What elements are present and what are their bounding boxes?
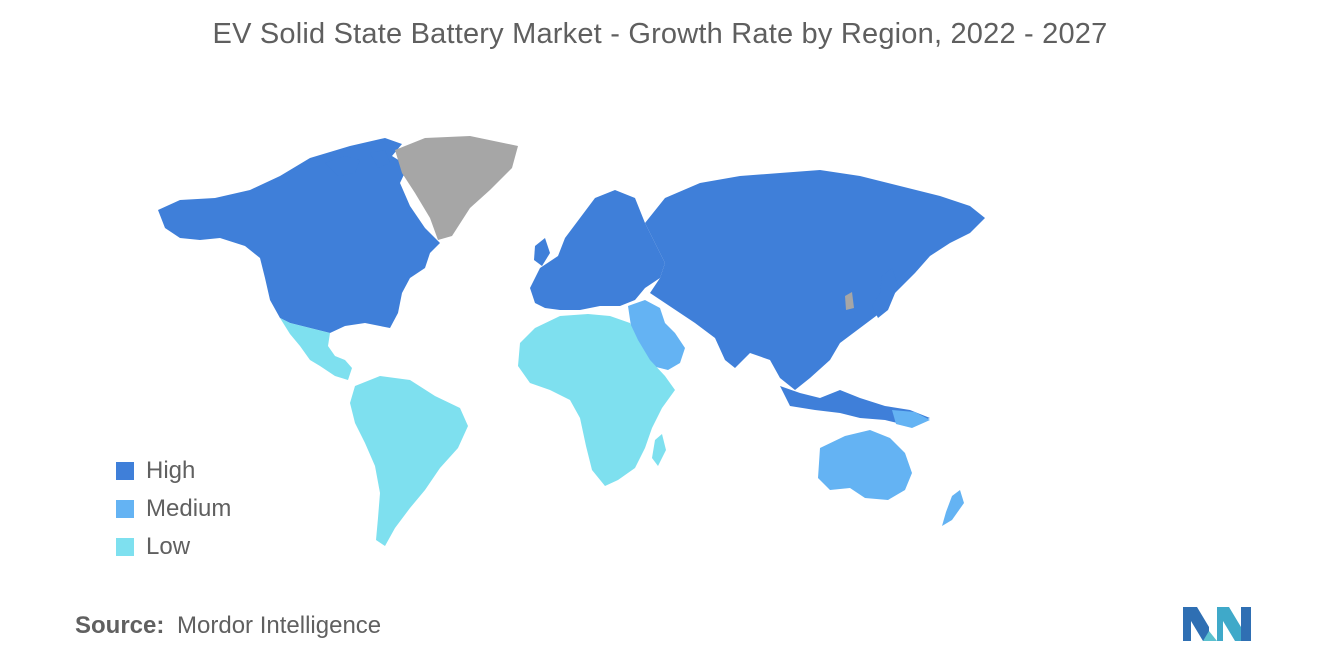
legend-label-medium: Medium (146, 495, 232, 522)
region-korea (845, 292, 854, 310)
source-value: Mordor Intelligence (177, 612, 382, 639)
legend-swatch-high (116, 462, 134, 480)
region-south-america (350, 376, 468, 546)
legend-swatch-low (116, 538, 134, 556)
legend-swatch-medium (116, 500, 134, 518)
source-key: Source: (75, 612, 165, 639)
region-europe (530, 190, 665, 310)
region-greenland (395, 136, 518, 240)
legend-item-high: High (116, 452, 231, 490)
legend-item-low: Low (116, 528, 231, 566)
region-africa (518, 314, 675, 486)
region-papua (892, 410, 930, 428)
world-map (158, 136, 985, 546)
region-uk (534, 238, 550, 266)
region-mexico-central-america (280, 318, 352, 380)
region-australia (818, 430, 912, 500)
region-madagascar (652, 434, 666, 466)
legend-label-high: High (146, 457, 196, 484)
region-japan (872, 268, 898, 318)
map-legend: High Medium Low (116, 452, 231, 566)
mordor-intelligence-logo-icon (1183, 607, 1251, 641)
region-new-zealand (942, 490, 964, 526)
chart-title: EV Solid State Battery Market - Growth R… (212, 18, 1108, 50)
legend-label-low: Low (146, 533, 191, 560)
source-line: Source: Mordor Intelligence (75, 612, 381, 640)
region-north-america-islands (325, 150, 390, 176)
region-russia-asia (645, 170, 985, 390)
region-north-america (158, 138, 440, 333)
region-southeast-asia-islands (780, 386, 930, 426)
legend-item-medium: Medium (116, 490, 231, 528)
